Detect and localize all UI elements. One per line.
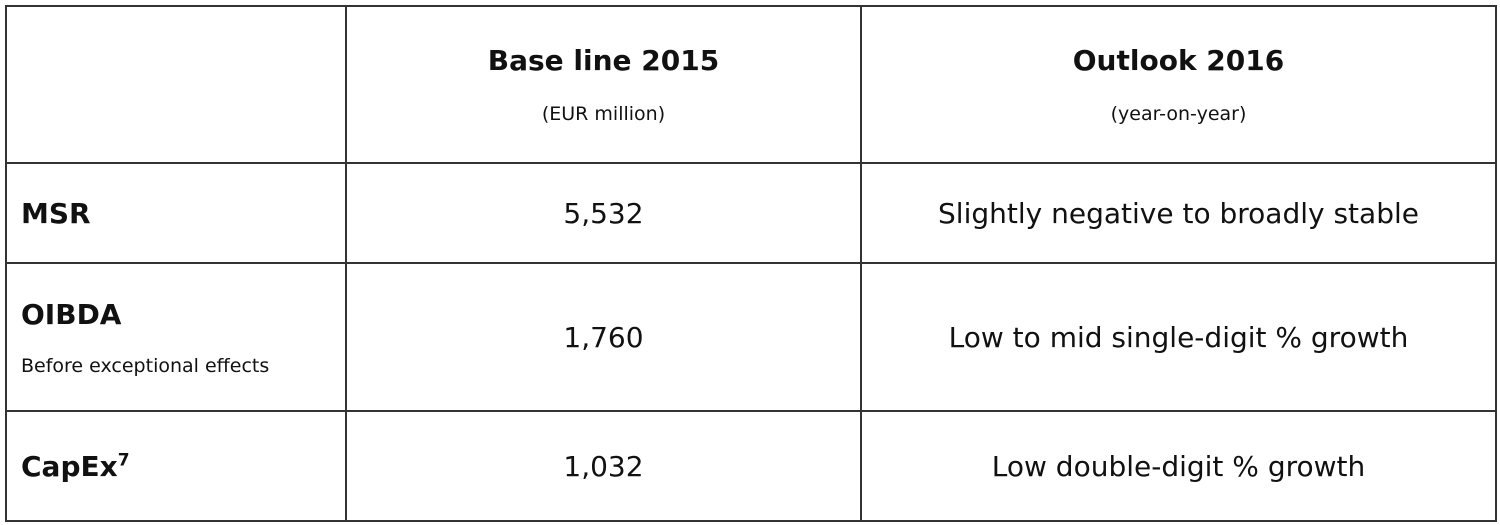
value-cell: 1,760 (345, 262, 862, 412)
row-label: MSR (5, 162, 347, 264)
row: MSR 5,532 Slightly negative to broadly s… (5, 162, 1497, 264)
header-title: Base line 2015 (487, 44, 720, 77)
header-row: Base line 2015 (EUR million) Outlook 2016… (5, 5, 1497, 164)
row: OIBDA Before exceptional effects 1,760 Lo… (5, 262, 1497, 412)
header-unit: (year-on-year) (1110, 103, 1247, 125)
label-note: Before exceptional effects (21, 354, 270, 377)
row-label: CapEx7 (5, 410, 347, 522)
header-unit: (EUR million) (541, 103, 666, 125)
outlook-cell: Low double-digit % growth (860, 410, 1497, 522)
label-text: OIBDA (21, 297, 122, 331)
header-cell: Outlook 2016 (year-on-year) (860, 5, 1497, 164)
footnote-mark: 7 (117, 450, 130, 471)
value-cell: 1,032 (345, 410, 862, 522)
header-cell: Base line 2015 (EUR million) (345, 5, 862, 164)
header-cell (5, 5, 347, 164)
outlook-cell: Slightly negative to broadly stable (860, 162, 1497, 264)
label-text: CapEx (21, 449, 118, 483)
row-label: OIBDA Before exceptional effects (5, 262, 347, 412)
outlook-table: Base line 2015 (EUR million) Outlook 2016… (5, 5, 1497, 522)
header-title: Outlook 2016 (1072, 44, 1285, 77)
outlook-cell: Low to mid single-digit % growth (860, 262, 1497, 412)
row: CapEx7 1,032 Low double-digit % growth (5, 410, 1497, 522)
value-cell: 5,532 (345, 162, 862, 264)
label-text: MSR (21, 196, 91, 230)
